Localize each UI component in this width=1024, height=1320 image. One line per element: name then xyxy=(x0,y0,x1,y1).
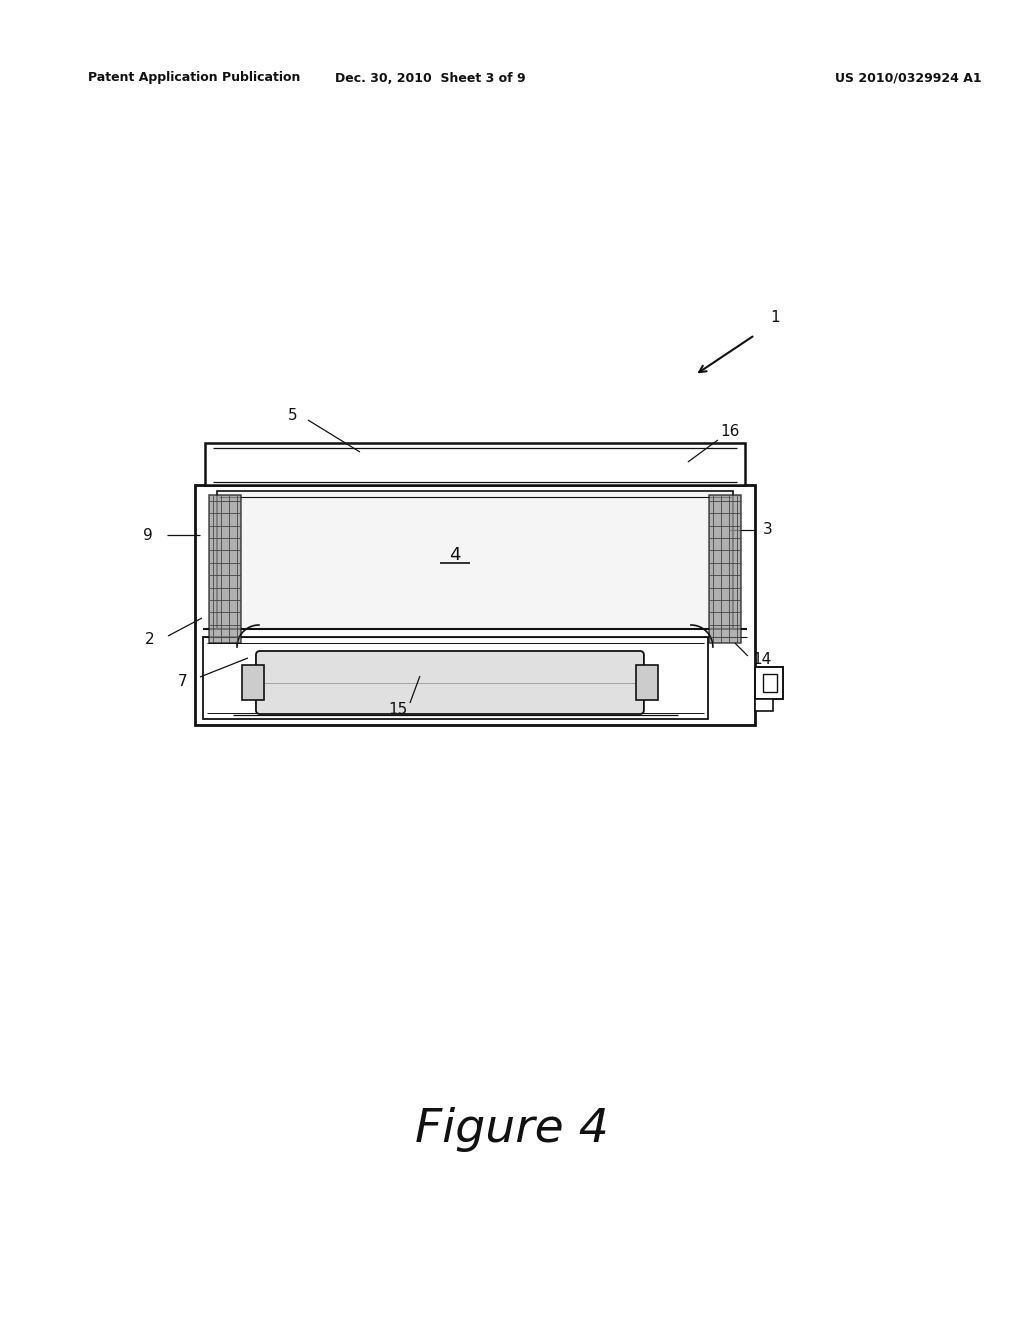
Text: 5: 5 xyxy=(288,408,298,422)
Bar xyxy=(195,484,755,725)
Bar xyxy=(636,665,657,700)
Text: Dec. 30, 2010  Sheet 3 of 9: Dec. 30, 2010 Sheet 3 of 9 xyxy=(335,71,525,84)
Text: 14: 14 xyxy=(753,652,771,668)
Bar xyxy=(203,638,708,719)
Text: Patent Application Publication: Patent Application Publication xyxy=(88,71,300,84)
Bar xyxy=(242,665,264,700)
Bar xyxy=(217,491,733,630)
Text: US 2010/0329924 A1: US 2010/0329924 A1 xyxy=(835,71,981,84)
Text: Figure 4: Figure 4 xyxy=(415,1107,609,1152)
Text: 2: 2 xyxy=(145,632,155,648)
Text: 3: 3 xyxy=(763,523,773,537)
Text: 16: 16 xyxy=(720,425,739,440)
Bar xyxy=(205,444,744,484)
Text: 7: 7 xyxy=(178,675,187,689)
Bar xyxy=(763,675,777,692)
Text: 9: 9 xyxy=(143,528,153,543)
Bar xyxy=(209,495,241,643)
Text: 1: 1 xyxy=(770,310,779,326)
Bar xyxy=(755,700,773,711)
Text: 4: 4 xyxy=(450,546,461,564)
Bar xyxy=(755,667,783,700)
Text: 15: 15 xyxy=(388,702,408,718)
Bar xyxy=(709,495,741,643)
FancyBboxPatch shape xyxy=(256,651,644,714)
